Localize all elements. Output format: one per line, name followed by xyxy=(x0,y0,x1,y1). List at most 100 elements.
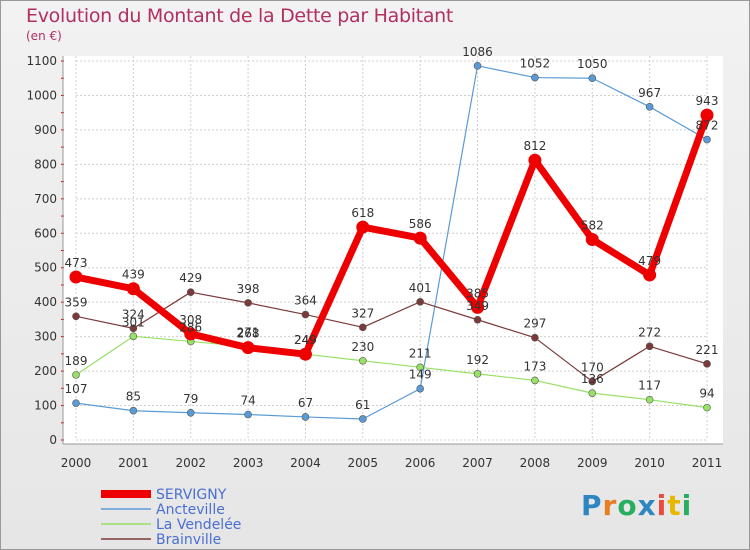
data-label: 249 xyxy=(294,333,317,347)
data-point xyxy=(588,377,597,386)
data-point xyxy=(703,403,711,412)
data-point xyxy=(129,406,138,415)
data-point xyxy=(416,384,424,393)
data-label: 324 xyxy=(122,307,145,321)
data-label: 943 xyxy=(696,94,719,108)
legend-label: La Vendelée xyxy=(156,517,241,533)
data-label: 618 xyxy=(351,206,374,220)
data-point xyxy=(244,410,252,419)
y-tick-label: 300 xyxy=(34,330,57,344)
series-line xyxy=(75,291,708,383)
data-label: 872 xyxy=(696,119,719,133)
y-tick-label: 800 xyxy=(34,157,57,171)
chart-title: Evolution du Montant de la Dette par Hab… xyxy=(26,5,454,27)
y-tick-label: 700 xyxy=(34,192,57,206)
data-label: 221 xyxy=(696,343,719,357)
series-line xyxy=(75,335,708,409)
data-label: 327 xyxy=(351,306,374,320)
data-point xyxy=(301,413,310,421)
x-tick-label: 2007 xyxy=(462,456,493,470)
data-label: 136 xyxy=(581,372,604,386)
data-point xyxy=(700,108,714,122)
data-label: 286 xyxy=(179,320,202,334)
data-point xyxy=(645,395,654,404)
x-tick-label: 2010 xyxy=(634,456,665,470)
data-point xyxy=(416,363,424,372)
x-tick-label: 2003 xyxy=(233,456,264,470)
data-label: 268 xyxy=(237,327,260,341)
data-label: 586 xyxy=(409,217,432,231)
x-tick-label: 2008 xyxy=(520,456,551,470)
data-label: 308 xyxy=(179,313,202,327)
data-point xyxy=(359,356,367,365)
data-label: 1050 xyxy=(577,57,608,71)
data-label: 479 xyxy=(638,254,661,268)
data-point xyxy=(186,408,195,417)
data-label: 473 xyxy=(65,256,88,270)
series-line xyxy=(75,65,708,420)
data-label: 192 xyxy=(466,353,489,367)
data-label: 398 xyxy=(237,282,260,296)
data-label: 211 xyxy=(409,346,432,360)
data-label: 349 xyxy=(466,299,489,313)
y-tick-label: 100 xyxy=(34,399,57,413)
data-point xyxy=(72,399,80,407)
data-point xyxy=(416,298,424,306)
data-point xyxy=(473,62,482,70)
data-point xyxy=(413,231,427,245)
y-tick-label: 400 xyxy=(34,295,57,309)
y-tick-label: 900 xyxy=(34,123,57,137)
x-tick-label: 2000 xyxy=(61,456,92,470)
data-point xyxy=(531,73,539,82)
data-point xyxy=(588,74,597,83)
x-tick-label: 2009 xyxy=(577,456,608,470)
data-label: 173 xyxy=(523,359,546,373)
data-label: 94 xyxy=(699,387,714,401)
data-label: 74 xyxy=(240,394,255,408)
x-tick-label: 2004 xyxy=(290,456,321,470)
data-label: 149 xyxy=(409,368,432,382)
data-point xyxy=(585,232,599,246)
x-tick-label: 2002 xyxy=(175,456,206,470)
y-tick-label: 200 xyxy=(34,364,57,378)
data-point xyxy=(186,288,195,296)
data-label: 230 xyxy=(351,340,374,354)
data-point xyxy=(184,327,198,341)
data-label: 249 xyxy=(294,333,317,347)
data-label: 272 xyxy=(638,325,661,339)
data-point xyxy=(129,324,138,333)
data-point xyxy=(645,103,654,111)
y-tick-label: 0 xyxy=(49,433,57,447)
data-point xyxy=(69,270,83,284)
plot-area xyxy=(63,56,723,444)
data-point xyxy=(531,376,539,385)
x-tick-label: 2005 xyxy=(348,456,379,470)
data-label: 439 xyxy=(122,268,145,282)
data-point xyxy=(531,333,539,342)
data-label: 107 xyxy=(65,382,88,396)
x-tick-label: 2011 xyxy=(692,456,723,470)
data-label: 967 xyxy=(638,86,661,100)
series-line xyxy=(75,113,711,358)
data-label: 67 xyxy=(298,396,313,410)
data-point xyxy=(359,415,367,423)
data-label: 61 xyxy=(355,398,370,412)
y-tick-label: 1100 xyxy=(26,54,57,68)
y-tick-label: 600 xyxy=(34,226,57,240)
chart-unit: (en €) xyxy=(26,29,62,43)
x-tick-label: 2001 xyxy=(118,456,149,470)
data-point xyxy=(643,268,657,282)
data-point xyxy=(126,282,140,296)
data-point xyxy=(72,371,80,379)
data-label: 401 xyxy=(409,281,432,295)
data-label: 301 xyxy=(122,315,145,329)
y-tick-label: 1000 xyxy=(26,88,57,102)
proxiti-logo: Proxiti xyxy=(581,489,693,522)
x-tick-label: 2006 xyxy=(405,456,436,470)
data-point xyxy=(473,315,482,324)
legend-label: Brainville xyxy=(156,532,221,548)
data-label: 170 xyxy=(581,360,604,374)
data-label: 79 xyxy=(183,392,198,406)
data-label: 1052 xyxy=(520,57,551,71)
data-label: 271 xyxy=(237,326,260,340)
